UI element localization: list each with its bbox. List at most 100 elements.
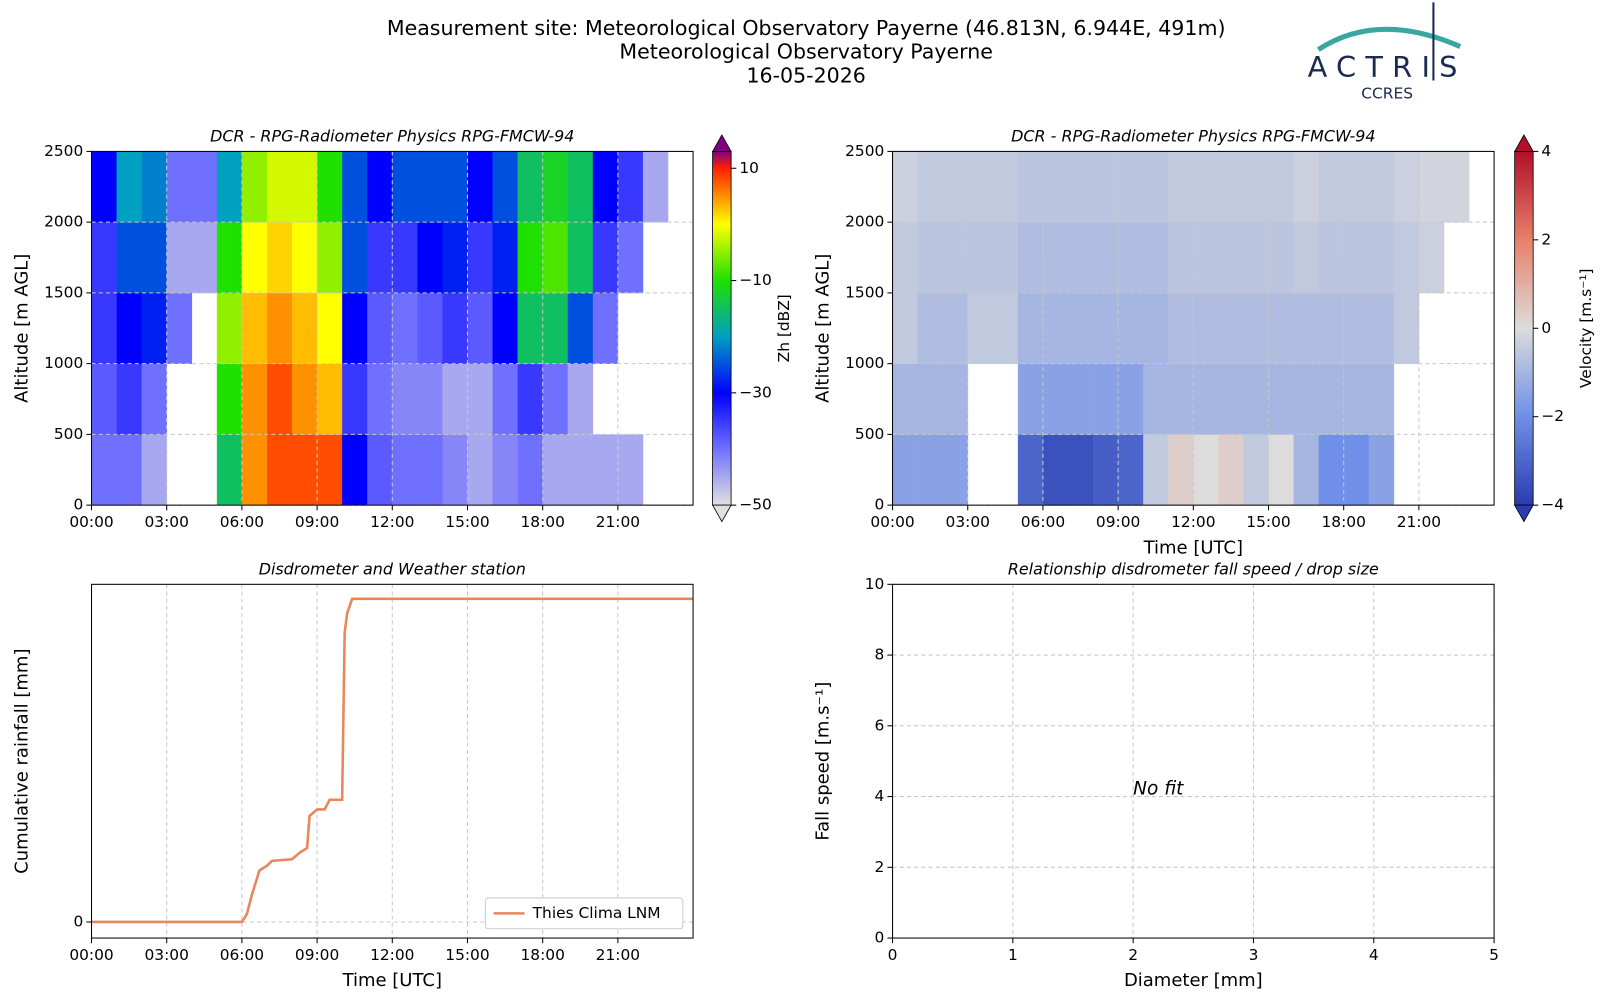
heatmap-cell <box>1218 434 1244 506</box>
heatmap-cell <box>1218 151 1244 223</box>
heatmap-cell <box>567 151 594 223</box>
heatmap-cell <box>1118 222 1144 294</box>
heatmap-cell <box>892 363 918 435</box>
heatmap-cell <box>592 151 619 223</box>
heatmap-cell <box>917 222 943 294</box>
heatmap-cell <box>1268 434 1294 506</box>
heatmap-cell <box>942 151 969 223</box>
colorbar-tick-label: 2 <box>1541 230 1551 248</box>
heatmap-cell <box>1067 363 1094 435</box>
heatmap-cell <box>141 292 168 364</box>
heatmap-cell <box>1268 363 1294 435</box>
legend-box <box>484 897 684 930</box>
heatmap-cell <box>191 151 218 223</box>
heatmap-cell <box>1418 222 1445 294</box>
heatmap-cell <box>317 151 343 223</box>
heatmap-cell <box>1318 151 1345 223</box>
heatmap-cell <box>266 434 293 506</box>
heatmap-cell <box>492 363 518 435</box>
heatmap-cell <box>1042 151 1069 223</box>
heatmap-cell <box>442 151 468 223</box>
heatmap-cell <box>1318 292 1345 364</box>
heatmap-cell <box>892 434 918 506</box>
x-tick-label: 1 <box>1008 946 1018 964</box>
heatmap-cell <box>367 292 393 364</box>
line-series <box>91 597 694 924</box>
heatmap-cell <box>1293 151 1319 223</box>
logo-sub: CCRES <box>1361 84 1413 102</box>
x-tick-label: 12:00 <box>370 513 414 531</box>
x-axis-label: Time [UTC] <box>1143 537 1243 558</box>
y-tick-label: 2 <box>875 858 885 876</box>
x-tick-label: 2 <box>1128 946 1138 964</box>
heatmap-cell <box>1268 222 1294 294</box>
heatmap-cell <box>1042 434 1069 506</box>
heatmap-cell <box>141 434 168 506</box>
heatmap-cell <box>342 151 368 223</box>
heatmap-cell <box>967 222 994 294</box>
heatmap-cell <box>917 292 943 364</box>
heatmap-cell <box>1017 292 1044 364</box>
heatmap-cell <box>467 363 493 435</box>
y-tick-label: 2000 <box>44 213 83 231</box>
colorbar-label: Zh [dBZ] <box>775 294 793 362</box>
heatmap-cell <box>442 363 468 435</box>
heatmap-cell <box>1193 434 1219 506</box>
heatmap-cell <box>942 363 969 435</box>
y-tick-label: 500 <box>54 425 83 443</box>
heatmap-cell <box>292 363 318 435</box>
y-tick-label: 10 <box>865 575 885 593</box>
heatmap-cell <box>892 292 918 364</box>
heatmap-cell <box>1193 292 1219 364</box>
y-tick-label: 6 <box>875 716 885 734</box>
y-tick-label: 0 <box>875 496 885 514</box>
heatmap-cell <box>216 292 243 364</box>
heatmap-cell <box>342 434 368 506</box>
x-tick-label: 09:00 <box>1096 513 1140 531</box>
heatmap-cell <box>1243 151 1269 223</box>
heatmap-cell <box>1143 151 1169 223</box>
heatmap-cell <box>1268 292 1294 364</box>
y-tick-label: 2500 <box>845 142 884 160</box>
heatmap-cell <box>1168 292 1194 364</box>
y-axis-label: Altitude [m AGL] <box>12 254 33 403</box>
heatmap-cell <box>1243 292 1269 364</box>
heatmap-cell <box>1143 434 1169 506</box>
heatmap-cell <box>992 151 1019 223</box>
heatmap-cell <box>992 292 1019 364</box>
y-tick-label: 2500 <box>44 142 83 160</box>
heatmap-cell <box>617 151 644 223</box>
x-axis-label: Diameter [mm] <box>1124 970 1263 991</box>
heatmap-cell <box>1193 151 1219 223</box>
heatmap-cell <box>91 222 117 294</box>
axes-frame <box>892 583 1495 939</box>
x-tick-label: 18:00 <box>520 513 564 531</box>
heatmap-cell <box>517 434 543 506</box>
heatmap-cell <box>567 292 594 364</box>
y-tick-label: 0 <box>73 912 83 930</box>
heatmap-cell <box>1168 151 1194 223</box>
x-tick-label: 06:00 <box>220 946 264 964</box>
heatmap-cell <box>592 292 619 364</box>
heatmap-cell <box>517 222 543 294</box>
heatmap-cell <box>442 222 468 294</box>
heatmap-cell <box>892 222 918 294</box>
heatmap-cell <box>116 151 142 223</box>
x-tick-label: 18:00 <box>1321 513 1365 531</box>
heatmap-cell <box>442 434 468 506</box>
heatmap-cell <box>166 222 193 294</box>
header-subtitle: Meteorological Observatory Payerne <box>619 40 993 64</box>
x-tick-label: 06:00 <box>1021 513 1065 531</box>
heatmap-cell <box>917 363 943 435</box>
colorbar-extend-bottom <box>711 504 732 523</box>
heatmap-cell <box>1318 222 1345 294</box>
heatmap-cell <box>517 363 543 435</box>
heatmap-cell <box>241 363 268 435</box>
header-date: 16-05-2026 <box>746 63 865 87</box>
heatmap-cell <box>91 434 117 506</box>
x-tick-label: 06:00 <box>220 513 264 531</box>
x-tick-label: 00:00 <box>69 513 113 531</box>
heatmap-cell <box>1318 363 1345 435</box>
heatmap-cell <box>1168 434 1194 506</box>
heatmap-cell <box>1293 292 1319 364</box>
